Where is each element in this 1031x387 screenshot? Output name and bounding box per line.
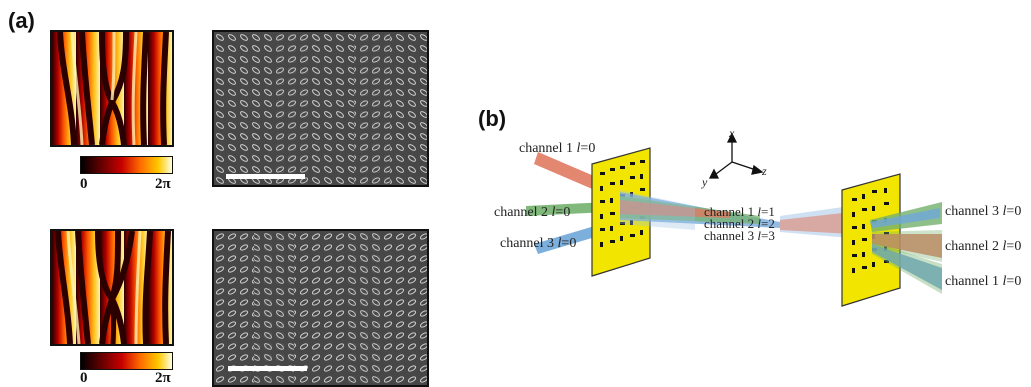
colorbar-bottom-min: 0	[80, 370, 88, 386]
phase-map-top	[50, 30, 174, 147]
input-beam-2	[526, 202, 608, 216]
output-beam-2-halo	[872, 230, 942, 262]
input-label-channel-2: channel 2 l=0	[494, 205, 571, 220]
scale-bar-bottom	[228, 366, 307, 371]
panel-b-label: (b)	[478, 106, 507, 131]
output-beam-1	[872, 244, 942, 290]
coordinate-axes	[708, 132, 764, 179]
sem-image-bottom	[212, 229, 429, 387]
input-beam-1	[534, 152, 608, 194]
sem-image-top	[212, 30, 429, 187]
panel-a-label: (a)	[8, 8, 35, 33]
axis-label-x: x	[729, 126, 735, 140]
axis-label-z: z	[762, 164, 767, 178]
output-label-channel-3: channel 3 l=0	[945, 204, 1022, 219]
beam-converge	[780, 212, 852, 234]
colorbar-top-min: 0	[80, 176, 88, 192]
output-label-channel-2: channel 2 l=0	[945, 239, 1022, 254]
output-beam-3-core	[870, 208, 940, 228]
colorbar-top	[80, 156, 173, 174]
output-beam-1-halo	[872, 242, 942, 294]
output-label-channel-1: channel 1 l=0	[945, 274, 1022, 289]
middle-label-channel-1: channel 1 l=1	[704, 204, 775, 219]
phase-map-bottom	[50, 229, 174, 346]
colorbar-top-max: 2π	[155, 176, 171, 192]
scale-bar-top	[226, 174, 305, 179]
colorbar-bottom	[80, 352, 173, 370]
multiplexing-diagram	[526, 132, 942, 307]
output-beam-2	[872, 234, 942, 258]
input-label-channel-3: channel 3 l=0	[500, 236, 577, 251]
beam-glow-left	[620, 190, 695, 230]
middle-label-channel-2: channel 2 l=2	[704, 216, 775, 231]
colorbar-bottom-max: 2π	[155, 370, 171, 386]
vortex-beam-red	[620, 200, 730, 218]
axis-label-y: y	[702, 175, 708, 189]
middle-label-channel-3: channel 3 l=3	[704, 228, 775, 243]
input-label-channel-1: channel 1 l=0	[519, 141, 596, 156]
metasurface-2	[841, 173, 901, 307]
